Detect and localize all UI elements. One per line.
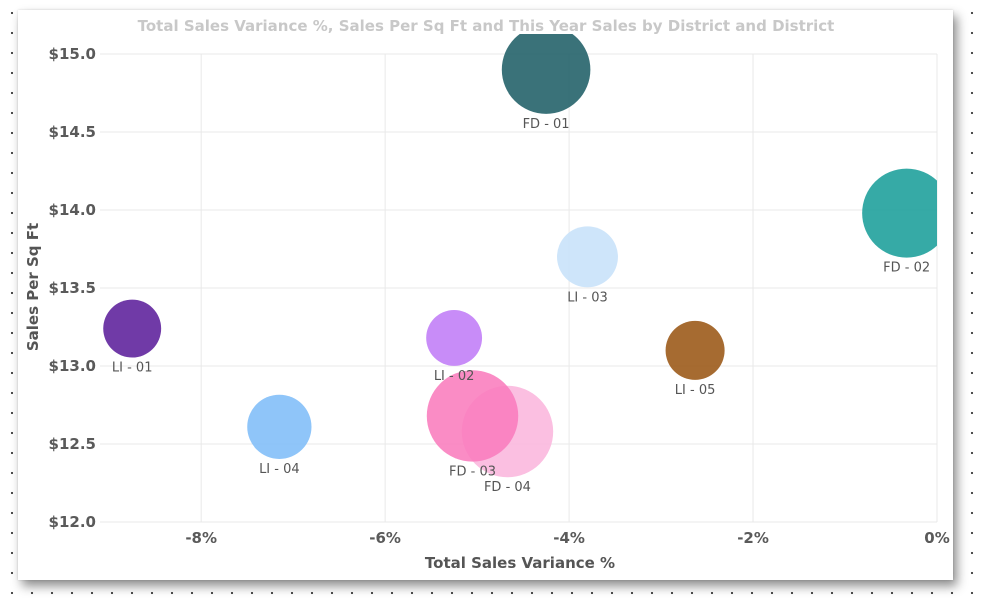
bubble-fd-01[interactable] bbox=[501, 25, 591, 114]
y-tick-label: $14.5 bbox=[49, 123, 96, 141]
x-axis-title: Total Sales Variance % bbox=[425, 554, 615, 572]
y-tick-label: $15.0 bbox=[49, 45, 96, 63]
y-axis-title: Sales Per Sq Ft bbox=[24, 223, 42, 351]
bubbles[interactable] bbox=[103, 25, 951, 478]
x-tick-label: -4% bbox=[553, 529, 585, 547]
point-label: LI - 04 bbox=[259, 462, 300, 477]
scatter-visual[interactable] bbox=[18, 10, 953, 580]
point-label: FD - 02 bbox=[883, 261, 930, 276]
chart-title: Total Sales Variance %, Sales Per Sq Ft … bbox=[138, 17, 835, 35]
bubble-li-02[interactable] bbox=[426, 309, 483, 366]
bubble-li-03[interactable] bbox=[557, 226, 618, 288]
point-label: FD - 03 bbox=[449, 465, 496, 480]
bubble-li-05[interactable] bbox=[665, 320, 725, 380]
x-tick-label: -6% bbox=[369, 529, 401, 547]
point-labels: FD - 01 FD - 02 LI - 03 LI - 01 LI - 02 FD - … bbox=[112, 117, 930, 495]
y-tick-label: $12.5 bbox=[49, 435, 96, 453]
y-tick-label: $14.0 bbox=[49, 201, 96, 219]
x-tick-label: -2% bbox=[737, 529, 769, 547]
y-tick-label: $13.0 bbox=[49, 357, 96, 375]
point-label: LI - 01 bbox=[112, 361, 153, 376]
gridlines bbox=[100, 53, 938, 523]
bubble-li-04[interactable] bbox=[247, 394, 312, 459]
bubble-fd-02[interactable] bbox=[862, 168, 951, 258]
point-label: LI - 03 bbox=[567, 290, 608, 305]
x-tick-label: 0% bbox=[924, 529, 949, 547]
y-tick-label: $12.0 bbox=[49, 513, 96, 531]
axes: $12.0 $12.5 $13.0 $13.5 $14.0 $14.5 $15.0 -8% -6… bbox=[49, 45, 950, 547]
bubble-li-01[interactable] bbox=[103, 299, 162, 358]
x-tick-label: -8% bbox=[185, 529, 217, 547]
bubble-fd-03[interactable] bbox=[426, 370, 519, 462]
point-label: FD - 04 bbox=[484, 480, 531, 495]
point-label: LI - 05 bbox=[675, 383, 716, 398]
point-label: LI - 02 bbox=[434, 369, 475, 384]
point-label: FD - 01 bbox=[523, 117, 570, 132]
y-tick-label: $13.5 bbox=[49, 279, 96, 297]
